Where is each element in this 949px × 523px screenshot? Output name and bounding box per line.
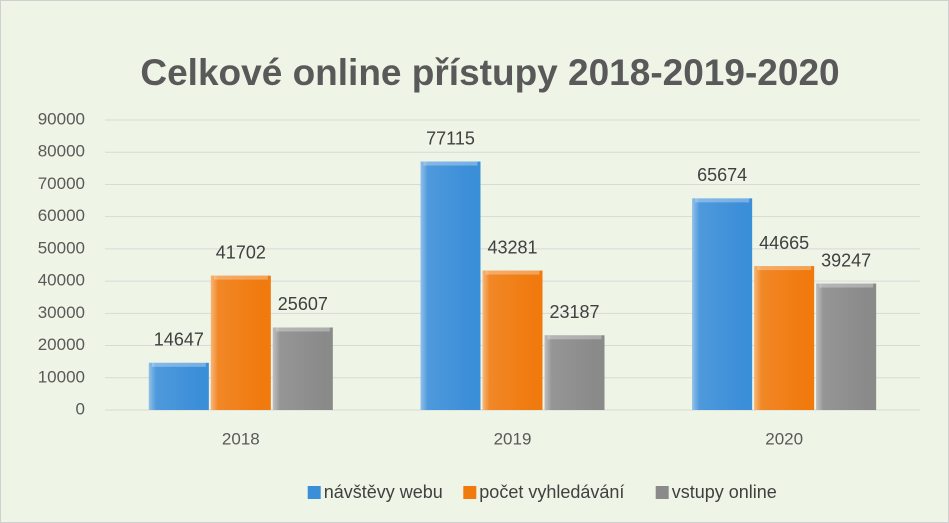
bar-shine [482,270,543,410]
data-label: 41702 [216,242,266,262]
data-label: 43281 [487,237,537,257]
x-tick-label: 2018 [222,429,260,448]
bar-shine [692,198,753,410]
data-label: 39247 [821,250,871,270]
y-tick-label: 70000 [38,174,85,193]
bar-shine [816,283,877,410]
y-tick-label: 40000 [38,271,85,290]
y-tick-label: 50000 [38,238,85,257]
y-tick-label: 30000 [38,303,85,322]
y-tick-label: 60000 [38,206,85,225]
bar-shine [210,275,271,410]
y-tick-label: 10000 [38,367,85,386]
chart-title: Celkové online přístupy 2018-2019-2020 [140,52,839,93]
bar-bevel [485,270,540,275]
bar-bevel [547,335,602,340]
bar-shine [148,362,209,410]
data-label: 65674 [697,165,747,185]
x-tick-label: 2019 [494,429,532,448]
y-tick-label: 90000 [38,109,85,128]
legend-label: vstupy online [672,482,777,502]
y-tick-label: 0 [76,399,85,418]
y-tick-label: 20000 [38,335,85,354]
bar-shine [754,266,815,410]
bar-bevel [213,275,268,280]
legend-label: počet vyhledávání [479,482,624,502]
bar-shine [544,335,605,410]
x-tick-label: 2020 [765,429,803,448]
data-label: 77115 [426,128,475,148]
bar-bevel [695,198,750,203]
data-label: 25607 [278,294,328,314]
y-tick-label: 80000 [38,142,85,161]
bar-shine [420,161,481,410]
legend-swatch [655,486,669,499]
bar-bevel [757,266,812,271]
bar-bevel [275,327,330,332]
data-label: 14647 [154,330,204,350]
legend-label: návštěvy webu [324,482,443,502]
legend-swatch [463,486,477,499]
data-label: 44665 [759,233,809,253]
bar-shine [272,327,333,410]
data-label: 23187 [549,302,599,322]
legend-swatch [307,486,321,499]
bar-bevel [151,362,206,367]
bar-bevel [423,161,478,166]
bar-bevel [819,283,874,288]
